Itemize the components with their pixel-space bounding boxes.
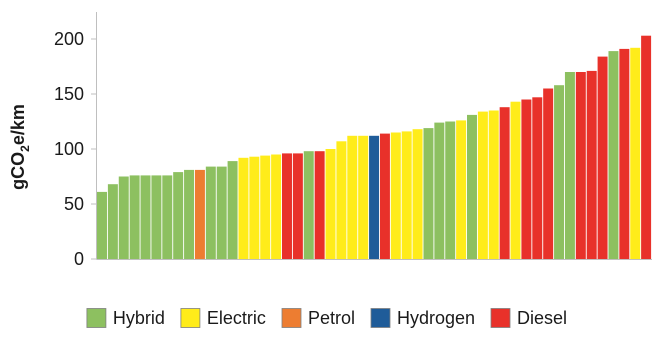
electric-bar [238,157,249,259]
y-tick-label: 200 [54,29,84,49]
y-tick-label: 0 [74,249,84,269]
electric-bar [456,120,467,260]
hybrid-bar [205,166,216,259]
diesel-bar [379,133,390,259]
y-ticks: 0 50 100 150 200 [54,29,97,269]
diesel-bar [543,88,554,259]
legend-swatch-electric [180,308,201,328]
diesel-bar [499,107,510,259]
legend-label-petrol: Petrol [308,308,355,328]
y-tick-label: 100 [54,139,84,159]
y-axis-label-main: gCO [8,152,28,190]
y-axis-label-rest: e/km [8,104,28,145]
diesel-bar [314,151,325,259]
electric-bar [260,155,271,259]
electric-bar [249,156,260,259]
electric-bar [412,129,423,259]
legend-label-hydrogen: Hydrogen [397,308,475,328]
petrol-bar [194,169,205,259]
diesel-bar [521,99,532,259]
hybrid-bar [564,72,575,259]
electric-bar [325,149,336,259]
hybrid-bar [162,175,173,259]
diesel-bar [532,97,543,259]
legend-label-electric: Electric [207,308,266,328]
diesel-bar [282,153,292,259]
hybrid-bar [467,114,477,260]
hybrid-bar [107,184,118,259]
hybrid-bar [608,51,619,259]
hybrid-bar [151,175,162,259]
hybrid-bar [227,161,238,259]
y-axis-label-subscript: 2 [18,145,32,152]
legend-swatch-petrol [281,308,302,328]
electric-bar [390,132,401,259]
y-tick-label: 50 [64,194,84,214]
electric-bar [401,131,412,259]
hybrid-bar [140,175,151,259]
legend-item-hydrogen: Hydrogen [370,308,475,328]
diesel-bar [575,72,586,259]
hydrogen-bar [369,135,380,259]
legend-swatch-hydrogen [370,308,391,328]
diesel-bar [292,153,303,259]
legend-swatch-hybrid [86,308,107,328]
electric-bar [510,101,521,259]
hybrid-bar [184,169,195,259]
electric-bar [271,154,282,259]
hybrid-bar [445,121,456,259]
hybrid-bar [434,122,445,259]
legend-swatch-diesel [490,308,511,328]
electric-bar [477,111,488,259]
diesel-bar [597,56,608,259]
legend-item-hybrid: Hybrid [86,308,165,328]
hybrid-bar [554,85,565,259]
legend: Hybrid Electric Petrol Hydrogen Diesel [86,308,567,328]
hybrid-bar [129,175,140,259]
hybrid-bar [97,191,107,259]
legend-item-diesel: Diesel [490,308,567,328]
legend-label-hybrid: Hybrid [113,308,165,328]
electric-bar [347,135,358,259]
diesel-bar [586,70,597,260]
bars-layer [97,35,652,260]
y-tick-label: 150 [54,84,84,104]
diesel-bar [641,35,652,260]
hybrid-bar [173,172,184,259]
electric-bar [358,135,369,259]
hybrid-bar [423,128,434,259]
diesel-bar [619,48,630,260]
legend-item-electric: Electric [180,308,266,328]
electric-bar [630,47,641,259]
hybrid-bar [216,166,227,259]
hybrid-bar [118,176,129,259]
electric-bar [336,141,347,259]
electric-bar [488,110,499,259]
legend-label-diesel: Diesel [517,308,567,328]
y-axis-label: gCO2e/km [8,104,32,190]
hybrid-bar [303,151,314,259]
legend-item-petrol: Petrol [281,308,355,328]
